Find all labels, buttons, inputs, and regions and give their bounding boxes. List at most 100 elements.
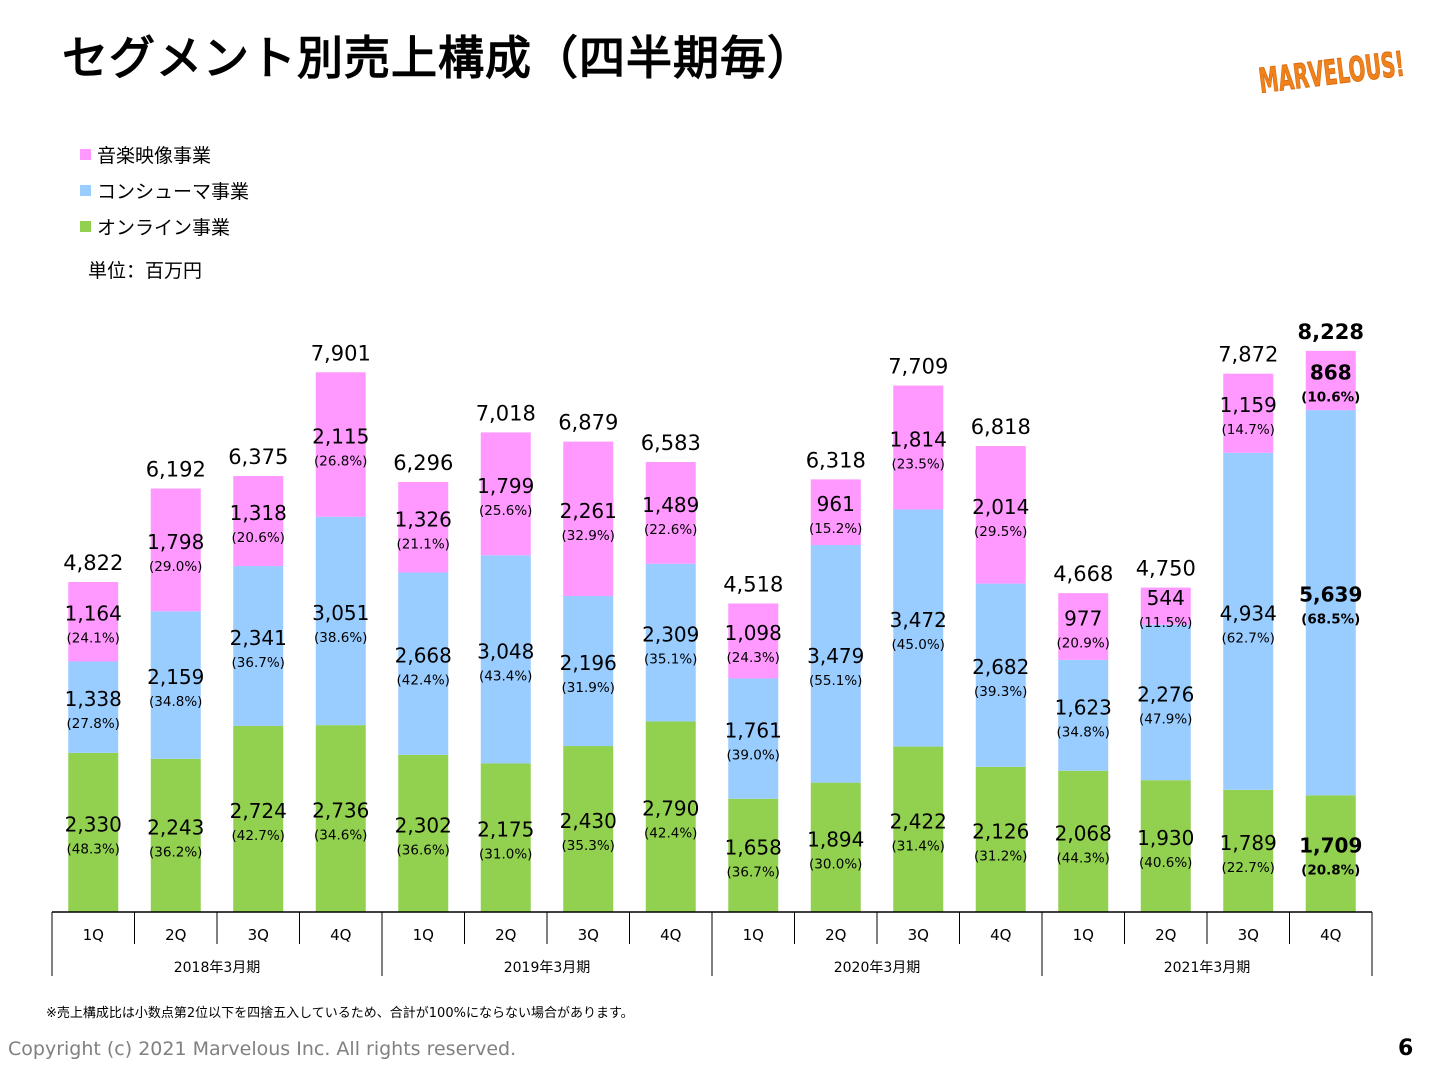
- bar-percent-label: (36.7%): [727, 864, 780, 880]
- x-group-label: 2020年3月期: [834, 960, 921, 976]
- bar-total-label: 6,192: [146, 458, 206, 482]
- bar-value-label: 1,623: [1055, 695, 1112, 719]
- bar-value-label: 544: [1147, 586, 1185, 610]
- bar-consumer-segment: [1140, 624, 1191, 781]
- bar-percent-label: (39.3%): [974, 684, 1027, 700]
- bar-value-label: 1,799: [477, 474, 534, 498]
- bar-music-segment: [1058, 593, 1109, 660]
- bar-value-label: 1,789: [1220, 831, 1277, 855]
- bar-online-segment: [1058, 770, 1109, 912]
- bar-total-label: 8,228: [1298, 320, 1364, 344]
- chart-legend: 音楽映像事業 コンシューマ事業 オンライン事業: [80, 136, 249, 244]
- x-tick-label: 2Q: [495, 926, 516, 944]
- legend-swatch: [80, 184, 91, 196]
- legend-item-consumer: コンシューマ事業: [80, 172, 249, 208]
- x-tick-label: 1Q: [743, 926, 764, 944]
- x-tick-label: 4Q: [990, 926, 1011, 944]
- bar-percent-label: (40.6%): [1139, 855, 1192, 871]
- x-tick-label: 4Q: [1320, 926, 1341, 944]
- bar-percent-label: (34.8%): [1057, 724, 1110, 740]
- bar-total-label: 4,822: [63, 551, 123, 575]
- bar-value-label: 2,302: [395, 813, 452, 837]
- bar-percent-label: (31.4%): [892, 838, 945, 854]
- bar-value-label: 2,175: [477, 818, 534, 842]
- bar-percent-label: (55.1%): [809, 673, 862, 689]
- bar-consumer-segment: [315, 516, 366, 726]
- copyright: Copyright (c) 2021 Marvelous Inc. All ri…: [8, 1038, 517, 1060]
- bar-total-label: 6,296: [393, 451, 453, 475]
- bar-value-label: 2,196: [560, 651, 617, 675]
- bar-value-label: 2,422: [890, 809, 947, 833]
- bar-value-label: 2,068: [1055, 821, 1112, 845]
- footnote: ※売上構成比は小数点第2位以下を四捨五入しているため、合計が100%にならない場…: [46, 1006, 634, 1021]
- bar-value-label: 2,115: [312, 425, 369, 449]
- bar-total-label: 7,709: [888, 355, 948, 379]
- legend-label: 音楽映像事業: [97, 144, 212, 167]
- bar-consumer-segment: [398, 572, 449, 755]
- bar-online-segment: [150, 758, 201, 912]
- bar-percent-label: (15.2%): [809, 521, 862, 537]
- bar-value-label: 2,243: [147, 815, 204, 839]
- bar-percent-label: (25.6%): [479, 503, 532, 519]
- bar-value-label: 2,159: [147, 665, 204, 689]
- bar-value-label: 2,430: [560, 809, 617, 833]
- bar-percent-label: (31.2%): [974, 848, 1027, 864]
- bar-music-segment: [150, 488, 201, 612]
- x-tick-label: 1Q: [413, 926, 434, 944]
- bar-online-segment: [233, 725, 284, 912]
- bar-percent-label: (22.7%): [1222, 860, 1275, 876]
- x-tick-label: 3Q: [908, 926, 929, 944]
- bar-percent-label: (31.9%): [562, 680, 615, 696]
- bar-percent-label: (29.0%): [149, 559, 202, 575]
- legend-label: コンシューマ事業: [97, 180, 250, 203]
- bar-value-label: 1,326: [395, 507, 452, 531]
- x-tick-label: 2Q: [165, 926, 186, 944]
- unit-label: 単位：百万円: [88, 260, 203, 282]
- bar-percent-label: (39.0%): [727, 748, 780, 764]
- bar-value-label: 1,164: [65, 602, 122, 626]
- bar-value-label: 2,126: [972, 819, 1029, 843]
- bar-music-segment: [728, 603, 779, 679]
- bar-percent-label: (44.3%): [1057, 850, 1110, 866]
- legend-item-music: 音楽映像事業: [80, 136, 249, 172]
- bar-online-segment: [728, 798, 779, 912]
- legend-swatch: [80, 220, 91, 232]
- bar-percent-label: (24.1%): [67, 631, 120, 647]
- bar-consumer-segment: [975, 583, 1026, 767]
- bar-music-segment: [398, 481, 449, 573]
- bar-value-label: 2,668: [395, 644, 452, 668]
- x-tick-label: 1Q: [1073, 926, 1094, 944]
- bar-value-label: 1,489: [642, 493, 699, 517]
- bar-value-label: 3,048: [477, 639, 534, 663]
- bar-value-label: 1,798: [147, 530, 204, 554]
- x-tick-label: 3Q: [578, 926, 599, 944]
- bar-percent-label: (36.2%): [149, 844, 202, 860]
- x-tick-label: 3Q: [1238, 926, 1259, 944]
- bar-value-label: 1,709: [1299, 834, 1362, 858]
- bar-consumer-segment: [1305, 410, 1356, 796]
- bar-percent-label: (42.4%): [397, 673, 450, 689]
- bar-value-label: 3,479: [807, 644, 864, 668]
- bar-percent-label: (22.6%): [644, 522, 697, 538]
- bar-percent-label: (36.7%): [232, 655, 285, 671]
- page-number: 6: [1398, 1036, 1414, 1061]
- bar-percent-label: (14.7%): [1222, 422, 1275, 438]
- bar-music-segment: [1140, 587, 1191, 625]
- x-tick-label: 3Q: [248, 926, 269, 944]
- x-tick-label: 2Q: [825, 926, 846, 944]
- bar-percent-label: (31.0%): [479, 847, 532, 863]
- bar-percent-label: (48.3%): [67, 841, 120, 857]
- x-group-label: 2021年3月期: [1164, 960, 1251, 976]
- bar-total-label: 4,668: [1053, 562, 1113, 586]
- bar-percent-label: (36.6%): [397, 842, 450, 858]
- bar-percent-label: (20.8%): [1301, 863, 1360, 879]
- bar-consumer-segment: [1223, 452, 1274, 790]
- bar-online-segment: [563, 746, 614, 912]
- x-tick-label: 1Q: [83, 926, 104, 944]
- bar-total-label: 7,901: [311, 341, 371, 365]
- bar-online-segment: [1305, 795, 1356, 912]
- bar-percent-label: (34.8%): [149, 694, 202, 710]
- legend-item-online: オンライン事業: [80, 208, 249, 244]
- bar-value-label: 1,318: [230, 501, 287, 525]
- bar-percent-label: (29.5%): [974, 524, 1027, 540]
